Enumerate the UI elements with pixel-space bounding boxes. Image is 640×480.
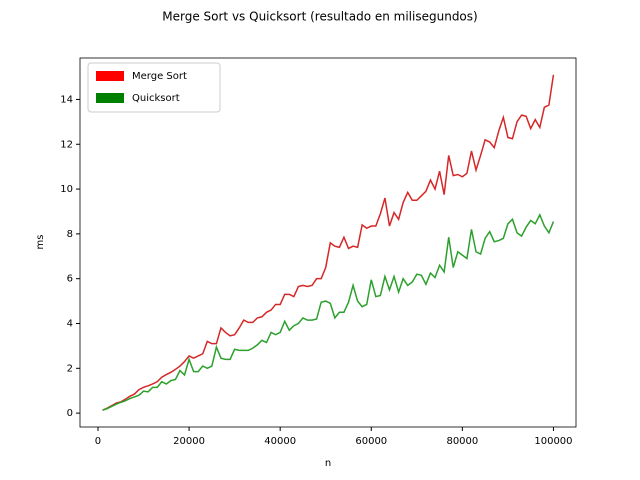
y-tick-label: 8 bbox=[67, 229, 73, 240]
y-tick-label: 6 bbox=[67, 274, 73, 285]
x-tick-label: 80000 bbox=[446, 436, 478, 447]
y-tick-label: 12 bbox=[60, 139, 73, 150]
line-series bbox=[102, 74, 555, 411]
legend-swatch bbox=[96, 93, 124, 103]
x-tick-label: 100000 bbox=[534, 436, 572, 447]
y-tick-label: 2 bbox=[67, 363, 73, 374]
x-tick-label: 20000 bbox=[173, 436, 205, 447]
legend-swatch bbox=[96, 71, 124, 81]
x-tick-label: 0 bbox=[95, 436, 101, 447]
y-tick-label: 4 bbox=[67, 318, 73, 329]
legend-label: Merge Sort bbox=[132, 71, 187, 82]
chart-title: Merge Sort vs Quicksort (resultado en mi… bbox=[162, 10, 477, 24]
line-series bbox=[102, 213, 555, 411]
x-tick-label: 40000 bbox=[264, 436, 296, 447]
y-tick-label: 14 bbox=[60, 94, 73, 105]
y-tick-label: 10 bbox=[60, 184, 73, 195]
plot-frame bbox=[79, 57, 577, 428]
x-tick-label: 60000 bbox=[355, 436, 387, 447]
x-axis-label: n bbox=[325, 458, 331, 469]
legend-label: Quicksort bbox=[132, 93, 180, 104]
y-tick-label: 0 bbox=[67, 408, 73, 419]
y-axis-label: ms bbox=[35, 235, 46, 250]
